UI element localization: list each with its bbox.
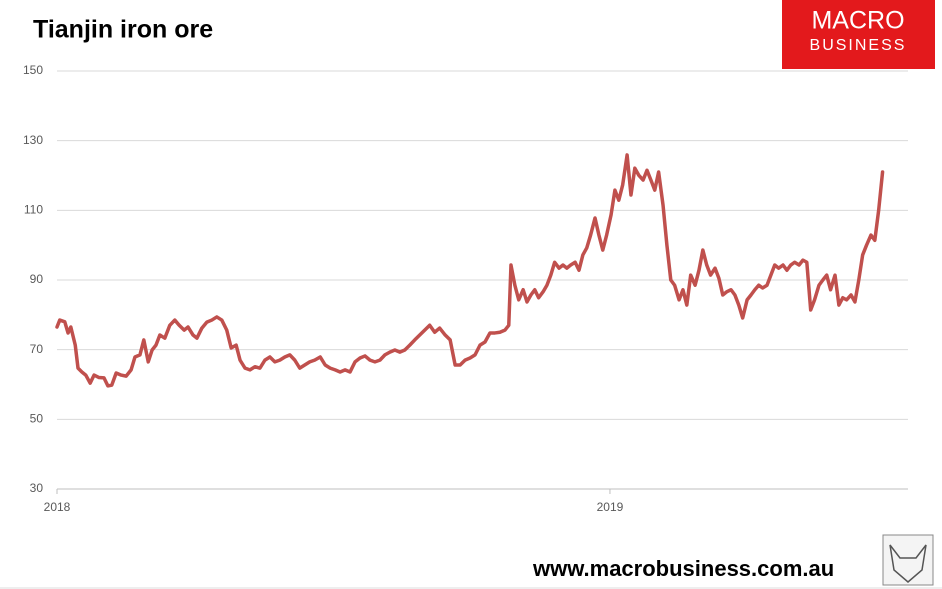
y-tick-label: 130 xyxy=(23,133,43,147)
price-line xyxy=(55,153,885,388)
logo-top: MACRO xyxy=(811,7,904,35)
y-tick-label: 150 xyxy=(23,63,43,77)
y-tick-label: 70 xyxy=(30,342,44,356)
y-tick-label: 50 xyxy=(30,412,44,426)
logo-bottom: BUSINESS xyxy=(810,37,907,54)
footer-url: www.macrobusiness.com.au xyxy=(532,556,834,581)
y-tick-label: 30 xyxy=(30,481,44,495)
y-tick-label: 110 xyxy=(24,203,43,217)
logo-box xyxy=(782,0,935,69)
y-tick-label: 90 xyxy=(30,272,44,286)
chart-title: Tianjin iron ore xyxy=(33,16,213,44)
wolf-icon xyxy=(882,534,934,586)
x-tick-label: 2018 xyxy=(44,500,71,514)
x-tick-label: 2019 xyxy=(597,500,624,514)
